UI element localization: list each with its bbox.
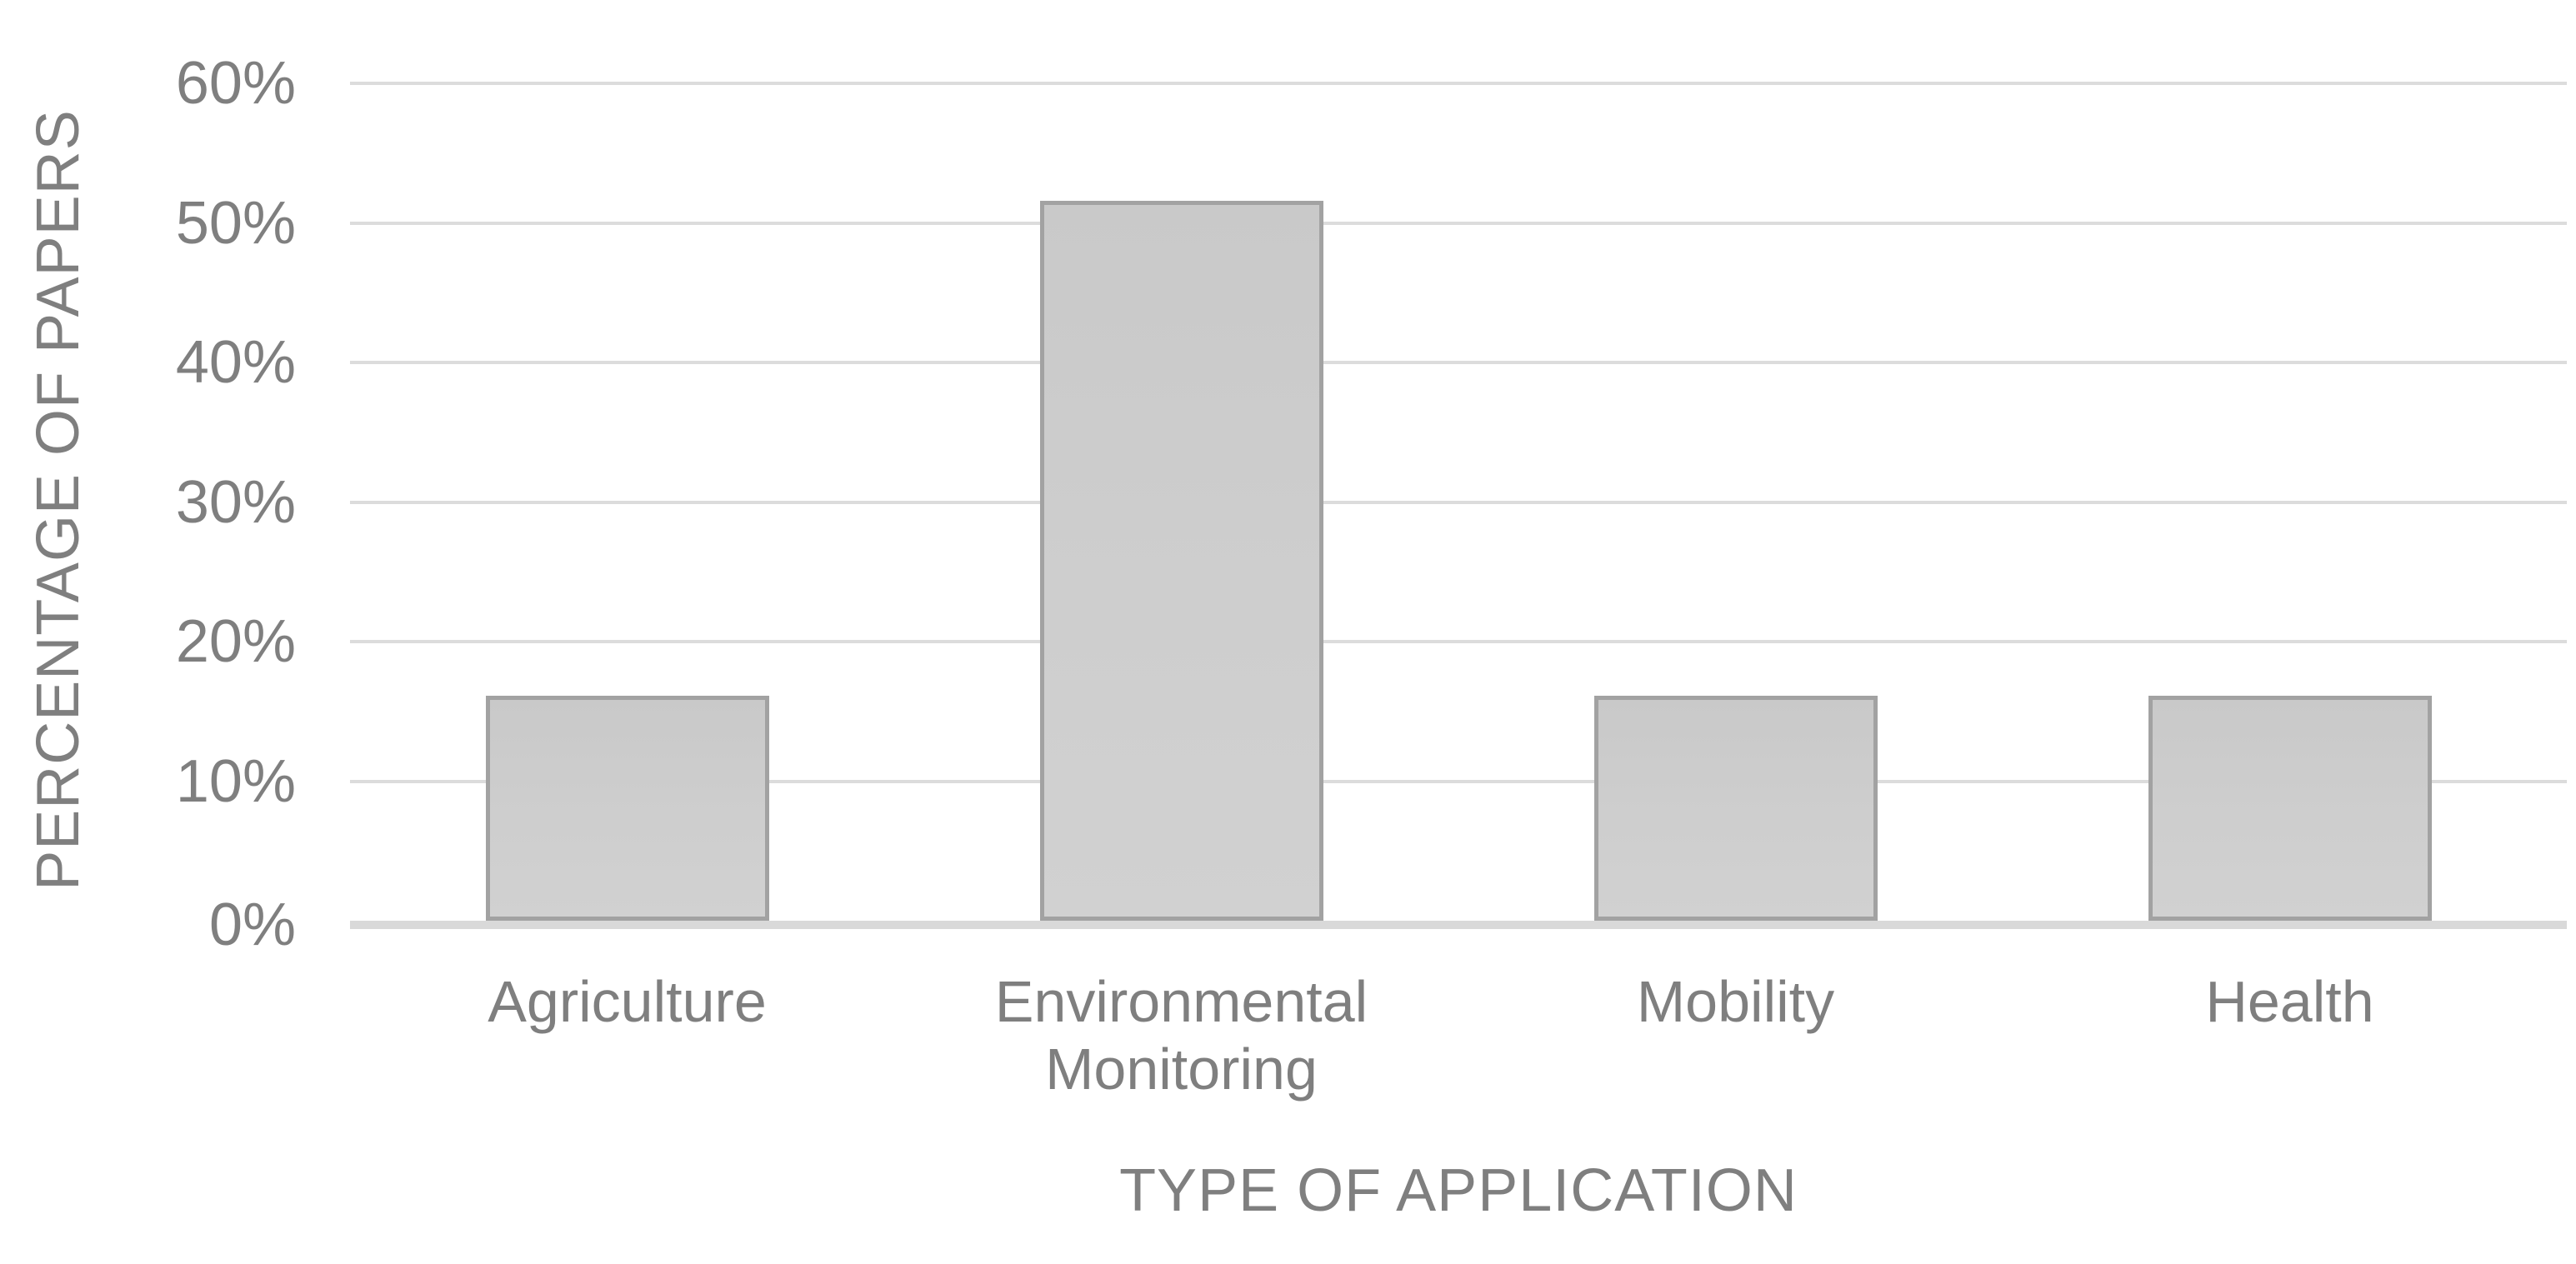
- y-tick-label-40: 40%: [175, 329, 296, 396]
- bar-health: [2148, 696, 2432, 921]
- category-label-mobility: Mobility: [1636, 969, 1835, 1034]
- gridline-50: [350, 221, 2567, 225]
- y-tick-label-0: 0%: [208, 892, 296, 958]
- category-label-agriculture: Agriculture: [488, 969, 767, 1034]
- x-axis-title: TYPE OF APPLICATION: [1119, 1157, 1798, 1224]
- y-tick-label-50: 50%: [175, 189, 296, 257]
- y-tick-label-30: 30%: [175, 468, 296, 536]
- gridline-20: [350, 640, 2567, 643]
- gridline-40: [350, 361, 2567, 364]
- y-tick-label-10: 10%: [175, 747, 296, 815]
- gridline-30: [350, 500, 2567, 504]
- gridline-10: [350, 779, 2567, 783]
- y-tick-label-20: 20%: [175, 608, 296, 675]
- bar-environmental-monitoring: [1039, 200, 1323, 921]
- bar-agriculture: [485, 696, 769, 921]
- category-label-environmental-monitoring: Environmental Monitoring: [994, 969, 1368, 1102]
- category-label-health: Health: [2205, 969, 2374, 1034]
- y-tick-label-60: 60%: [175, 50, 296, 117]
- x-axis-line: [350, 921, 2567, 929]
- gridline-60: [350, 82, 2567, 85]
- bar-mobility: [1593, 696, 1878, 921]
